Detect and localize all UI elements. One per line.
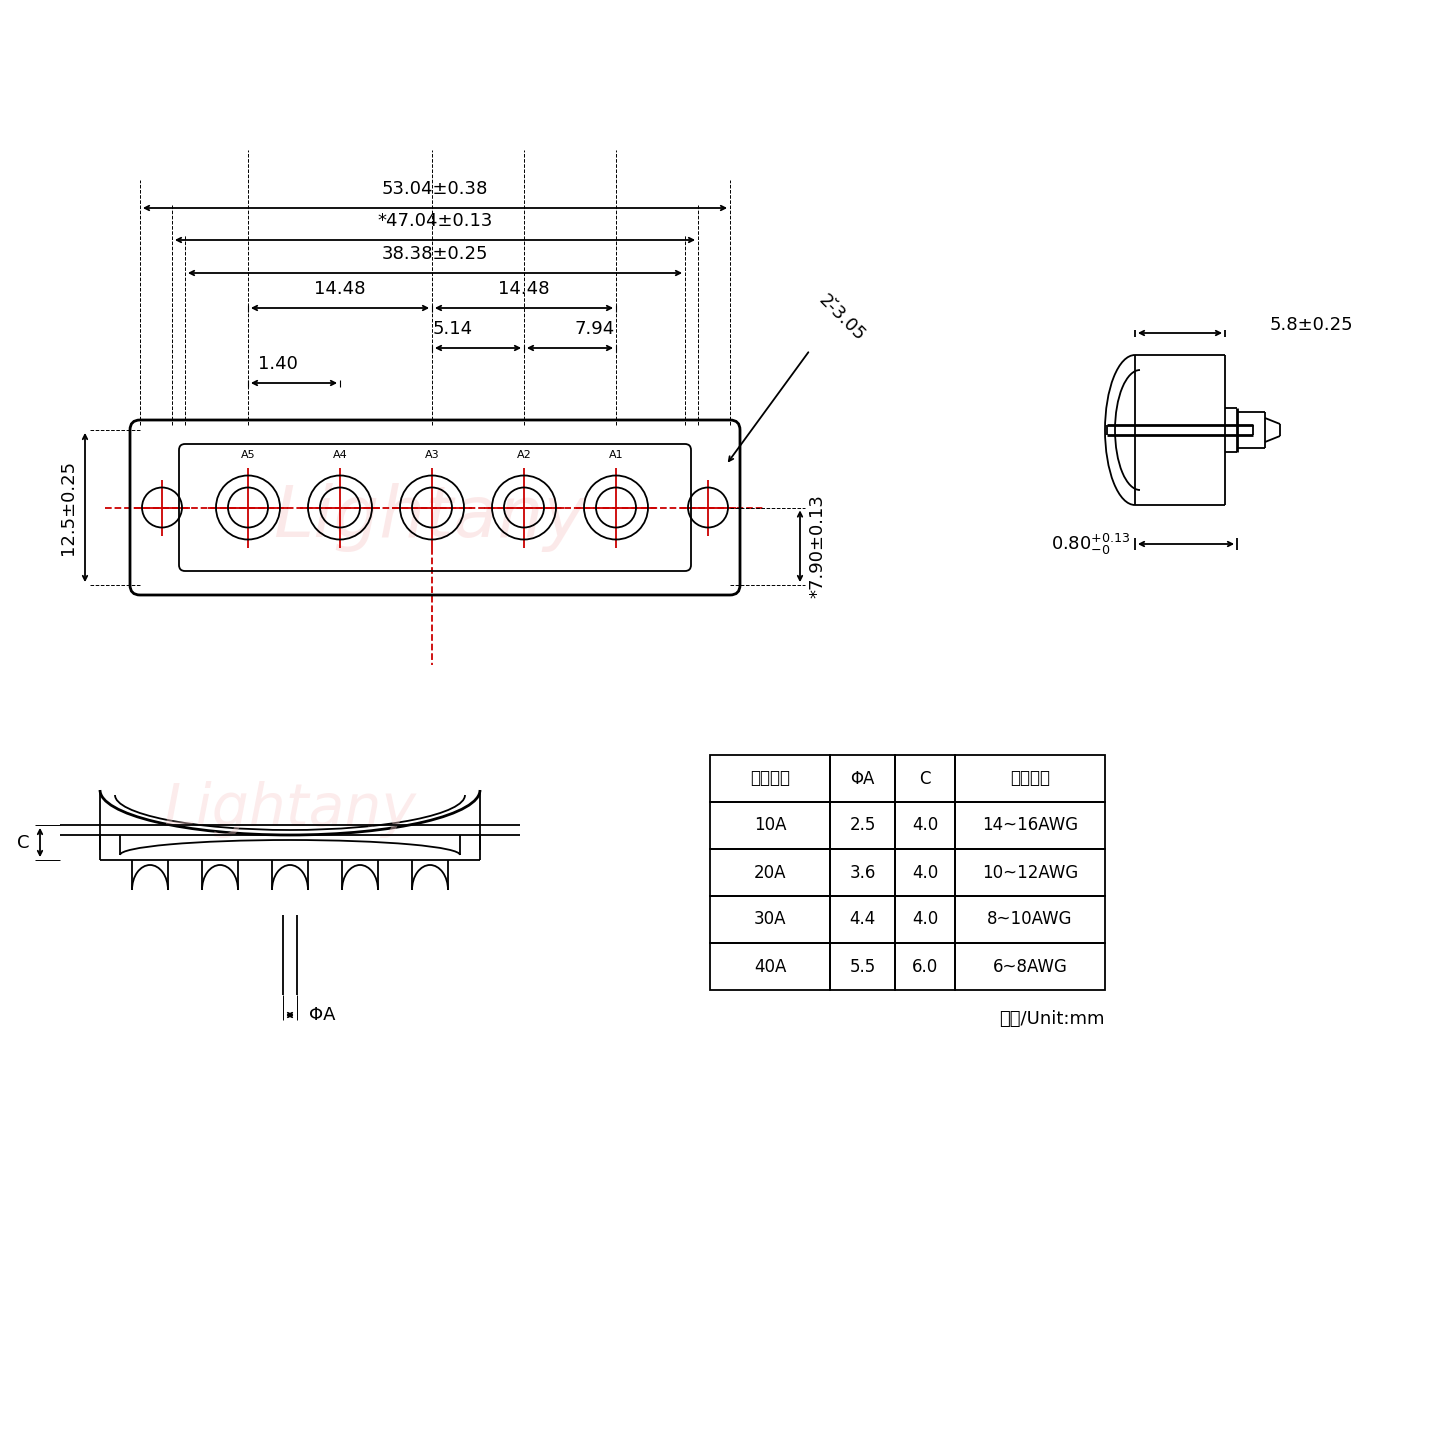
Text: 3.6: 3.6 [850,864,876,881]
Text: *7.90±0.13: *7.90±0.13 [808,494,827,598]
Text: 4.0: 4.0 [912,910,937,929]
Bar [710,943,829,991]
Text: *47.04±0.13: *47.04±0.13 [377,212,492,230]
Text: 8~10AWG: 8~10AWG [988,910,1073,929]
Text: Lightany: Lightany [274,482,586,552]
Bar [710,896,829,943]
Text: 10A: 10A [753,816,786,835]
Bar [955,943,1104,991]
Bar [896,850,955,896]
Text: C: C [919,769,930,788]
Bar [710,850,829,896]
Text: 线材规格: 线材规格 [1009,769,1050,788]
Text: 6.0: 6.0 [912,958,937,975]
Bar [710,802,829,850]
Text: $0.80^{+0.13}_{-0}$: $0.80^{+0.13}_{-0}$ [1051,531,1130,556]
Text: 7.94: 7.94 [575,320,615,338]
Text: 4.0: 4.0 [912,816,937,835]
Text: A5: A5 [240,449,255,459]
Text: Lightany: Lightany [164,782,416,838]
Text: 单位/Unit:mm: 单位/Unit:mm [999,1009,1104,1028]
Text: 20A: 20A [753,864,786,881]
Bar [896,896,955,943]
Text: 14~16AWG: 14~16AWG [982,816,1079,835]
Text: A1: A1 [609,449,624,459]
Text: 10~12AWG: 10~12AWG [982,864,1079,881]
Text: 6~8AWG: 6~8AWG [992,958,1067,975]
Text: ΦA: ΦA [310,1007,336,1024]
Bar [955,802,1104,850]
Bar [955,755,1104,802]
Bar [710,755,829,802]
Text: 5.14: 5.14 [433,320,472,338]
Text: A3: A3 [425,449,439,459]
Bar [955,850,1104,896]
Text: C: C [17,834,30,851]
Bar [896,802,955,850]
Text: A2: A2 [517,449,531,459]
Text: 4.0: 4.0 [912,864,937,881]
Text: 38.38±0.25: 38.38±0.25 [382,245,488,264]
Text: 30A: 30A [753,910,786,929]
Text: 53.04±0.38: 53.04±0.38 [382,180,488,197]
Text: 12.5±0.25: 12.5±0.25 [59,459,76,554]
Text: 5.8±0.25: 5.8±0.25 [1270,315,1354,334]
Bar [829,943,896,991]
Bar [955,896,1104,943]
Text: 40A: 40A [753,958,786,975]
Text: 2.5: 2.5 [850,816,876,835]
Text: 4.4: 4.4 [850,910,876,929]
Bar [829,850,896,896]
Bar [829,755,896,802]
Text: 2-̆3.05: 2-̆3.05 [815,291,868,346]
Text: ΦA: ΦA [850,769,874,788]
Text: 14.48: 14.48 [498,279,550,298]
Text: 14.48: 14.48 [314,279,366,298]
Text: A4: A4 [333,449,347,459]
Bar [896,943,955,991]
Bar [829,802,896,850]
Text: 额定电流: 额定电流 [750,769,791,788]
Bar [829,896,896,943]
Text: 1.40: 1.40 [258,356,298,373]
Text: 5.5: 5.5 [850,958,876,975]
Bar [896,755,955,802]
